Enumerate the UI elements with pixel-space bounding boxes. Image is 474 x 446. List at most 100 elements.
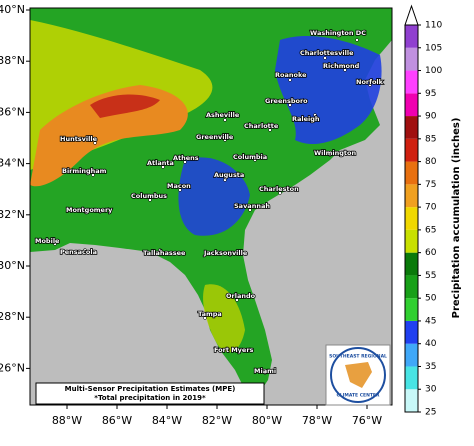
city-dot [313, 113, 317, 117]
lon-label: 80°W [252, 414, 282, 427]
city-dot [223, 138, 227, 142]
colorbar-segment [405, 320, 418, 344]
colorbar-tick-label: 75 [425, 180, 436, 190]
city-label: Jacksonville [203, 249, 248, 257]
city-dot [235, 298, 239, 302]
colorbar-label: Precipitation accumulation (inches) [451, 118, 462, 319]
colorbar-tick-label: 60 [425, 248, 437, 258]
colorbar-tick-label: 105 [425, 43, 442, 53]
caption-line: *Total precipitation in 2019* [94, 394, 206, 402]
precip-blue-north [275, 35, 382, 145]
city-label: Raleigh [292, 115, 320, 123]
colorbar-tick-label: 50 [425, 294, 437, 304]
city-label: Miami [254, 367, 276, 375]
city-label: Norfolk [356, 78, 384, 86]
lat-label: 36°N [0, 105, 25, 118]
city-dot [148, 198, 152, 202]
city-dot [158, 248, 162, 252]
city-label: Charleston [259, 185, 299, 193]
colorbar-tick-label: 80 [425, 157, 437, 167]
city-label: Asheville [206, 111, 240, 119]
colorbar-tick-label: 35 [425, 362, 436, 372]
colorbar-segment [405, 275, 418, 299]
city-label: Richmond [323, 62, 360, 70]
logo-text: SOUTHEAST REGIONAL [329, 354, 387, 360]
city-label: Charlotte [244, 122, 279, 130]
precip-orange [30, 85, 188, 187]
city-dot [161, 165, 165, 169]
city-label: Atlanta [147, 159, 174, 167]
city-dot [253, 158, 257, 162]
city-label: Washington DC [310, 29, 366, 37]
logo-text: CLIMATE CENTER [337, 393, 380, 399]
cities: Washington DC Charlottesville Richmond Norf… [34, 28, 384, 376]
lat-label: 30°N [0, 259, 25, 272]
colorbar-segment [405, 298, 418, 321]
colorbar-segment [405, 343, 418, 367]
city-dot [183, 160, 187, 164]
colorbar-segment [405, 70, 418, 94]
city-label: Greensboro [265, 97, 308, 105]
city-dot [223, 118, 227, 122]
city-label: Athens [173, 154, 199, 162]
city-dot [268, 128, 272, 132]
city-dot [93, 141, 97, 145]
city-dot [368, 83, 372, 87]
city-label: Mobile [35, 237, 60, 245]
colorbar-tick-label: 45 [425, 316, 436, 326]
lon-label: 76°W [352, 414, 382, 427]
lon-label: 88°W [52, 414, 82, 427]
logo-shape [345, 362, 372, 388]
city-dot [288, 103, 292, 107]
colorbar-tick-label: 100 [425, 66, 442, 76]
colorbar-segment [405, 389, 418, 412]
colorbar-segment [405, 161, 418, 185]
colorbar-tick-label: 55 [425, 271, 436, 281]
city-dot [91, 173, 95, 177]
colorbar-segment [405, 184, 418, 208]
lon-label: 84°W [152, 414, 182, 427]
lat-label: 34°N [0, 157, 25, 170]
city-dot [223, 178, 227, 182]
colorbar-tick-label: 90 [425, 112, 437, 122]
city-label: Roanoke [275, 71, 307, 79]
colorbar-segment [405, 93, 418, 117]
lon-label: 78°W [302, 414, 332, 427]
city-dot [213, 346, 217, 350]
city-dot [328, 153, 332, 157]
colorbar-frame [404, 24, 419, 413]
colorbar-segment [405, 366, 418, 390]
precip-red [90, 94, 160, 118]
city-label: Columbia [233, 153, 267, 161]
colorbar-tick-label: 30 [425, 385, 437, 395]
colorbar-tick-label: 110 [425, 21, 442, 31]
city-dot [248, 208, 252, 212]
city-dot [203, 316, 207, 320]
colorbar-tick-label: 95 [425, 89, 436, 99]
city-label: Huntsville [60, 135, 98, 143]
city-label: Columbus [131, 192, 167, 200]
city-label: Montgomery [66, 206, 113, 214]
city-dot [323, 56, 327, 60]
city-label: Pensacola [60, 248, 97, 256]
city-label: Savannah [234, 202, 270, 210]
map-frame [29, 7, 393, 406]
city-dot [53, 242, 57, 246]
city-dot [355, 38, 359, 42]
city-label: Orlando [226, 292, 256, 300]
lat-label: 32°N [0, 208, 25, 221]
city-label: Fort Myers [214, 346, 254, 354]
colorbar-segment [405, 138, 418, 162]
map [30, 8, 392, 405]
city-dot [288, 78, 292, 82]
city-label: Birmingham [62, 167, 107, 175]
colorbar-arrow [404, 4, 419, 26]
colorbar-segment [405, 207, 418, 230]
lat-label: 26°N [0, 361, 25, 374]
lon-label: 82°W [202, 414, 232, 427]
colorbar-segment [405, 25, 418, 48]
precip-yellow-fl [203, 284, 245, 353]
precip-blue-south [178, 157, 250, 236]
city-dot [178, 188, 182, 192]
